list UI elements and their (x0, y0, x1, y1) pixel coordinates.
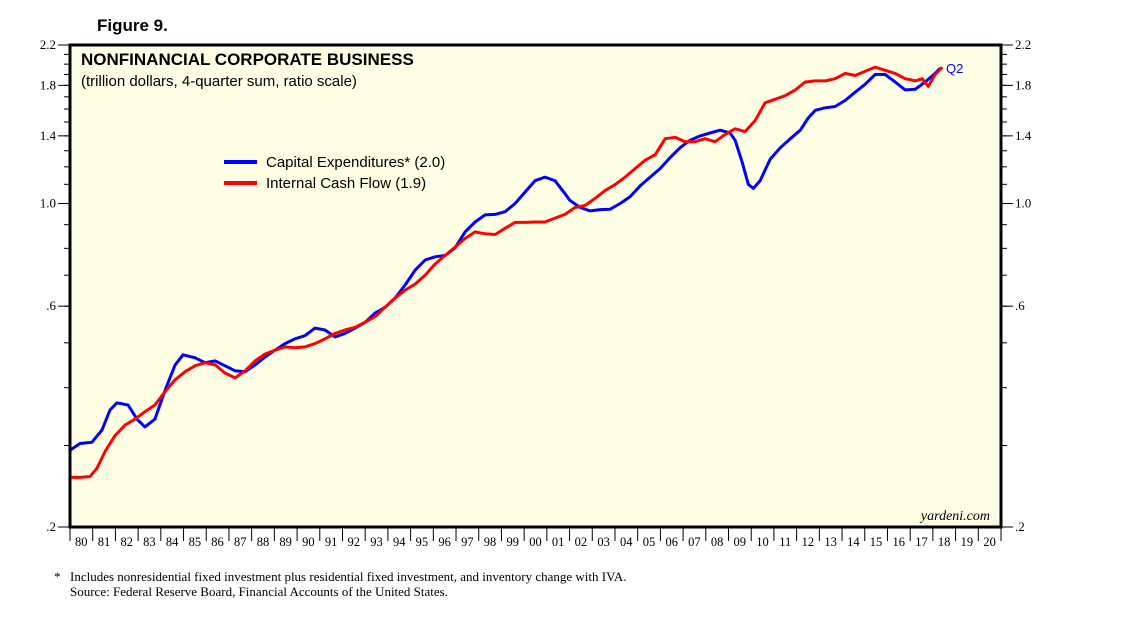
x-tick-label: 03 (597, 535, 610, 549)
y-tick-label-right: 1.4 (1015, 128, 1032, 143)
footnote-source: Source: Federal Reserve Board, Financial… (70, 584, 448, 599)
x-tick-label: 98 (484, 535, 497, 549)
x-tick-label: 89 (279, 535, 292, 549)
x-tick-label: 05 (643, 535, 656, 549)
x-tick-label: 84 (166, 535, 179, 549)
x-tick-label: 14 (847, 535, 860, 549)
footnote-line1: Includes nonresidential fixed investment… (70, 569, 627, 584)
y-tick-label-right: .6 (1015, 298, 1025, 313)
legend-label-capex: Capital Expenditures* (2.0) (266, 154, 445, 171)
plot-background (70, 45, 1001, 527)
x-tick-label: 07 (688, 535, 701, 549)
x-tick-label: 93 (370, 535, 383, 549)
x-tick-label: 82 (120, 535, 133, 549)
series-line-internal-cash-flow (70, 65, 944, 479)
x-tick-label: 81 (98, 535, 111, 549)
watermark: yardeni.com (919, 509, 990, 524)
x-tick-label: 00 (529, 535, 542, 549)
x-tick-label: 86 (211, 535, 224, 549)
x-tick-label: 01 (552, 535, 565, 549)
x-tick-label: 11 (779, 535, 791, 549)
x-tick-label: 85 (189, 535, 202, 549)
x-tick-label: 88 (257, 535, 270, 549)
series-line-capital-expenditures (69, 67, 942, 452)
x-tick-label: 16 (893, 535, 906, 549)
x-tick-label: 91 (325, 535, 338, 549)
x-tick-label: 87 (234, 535, 247, 549)
x-tick-label: 97 (461, 535, 474, 549)
x-tick-label: 99 (506, 535, 519, 549)
x-tick-label: 95 (416, 535, 429, 549)
x-tick-label: 83 (143, 535, 156, 549)
x-tick-label: 80 (75, 535, 88, 549)
x-tick-label: 20 (983, 535, 996, 549)
plot-frame (68, 43, 1003, 529)
y-tick-label-left: .2 (46, 519, 56, 534)
y-tick-label-left: 1.8 (40, 77, 56, 92)
x-tick-label: 12 (802, 535, 815, 549)
x-tick-label: 92 (348, 535, 361, 549)
y-tick-label-right: 2.2 (1015, 37, 1031, 52)
x-tick-label: 09 (734, 535, 747, 549)
y-tick-label-left: 2.2 (40, 37, 56, 52)
x-tick-label: 15 (870, 535, 883, 549)
y-tick-label-left: 1.4 (40, 128, 57, 143)
x-tick-label: 08 (711, 535, 724, 549)
footnote-marker: * (54, 569, 61, 584)
y-tick-label-right: 1.0 (1015, 195, 1031, 210)
x-tick-label: 06 (665, 535, 678, 549)
y-tick-label-right: 1.8 (1015, 77, 1031, 92)
x-tick-label: 18 (938, 535, 951, 549)
x-tick-label: 90 (302, 535, 315, 549)
chart-title: NONFINANCIAL CORPORATE BUSINESS (81, 50, 414, 69)
x-tick-label: 96 (438, 535, 451, 549)
x-tick-label: 13 (824, 535, 837, 549)
x-tick-label: 19 (961, 535, 974, 549)
x-tick-label: 04 (620, 535, 633, 549)
legend: Capital Expenditures* (2.0) Internal Cas… (224, 154, 445, 192)
x-tick-label: 10 (756, 535, 769, 549)
end-annotation-q2: Q2 (946, 61, 963, 76)
y-tick-label-left: 1.0 (40, 195, 56, 210)
y-tick-label-right: .2 (1015, 519, 1025, 534)
x-tick-label: 02 (575, 535, 588, 549)
x-tick-label: 17 (915, 535, 928, 549)
y-tick-label-left: .6 (46, 298, 56, 313)
x-tick-label: 94 (393, 535, 406, 549)
chart-subtitle: (trillion dollars, 4-quarter sum, ratio … (81, 73, 357, 90)
legend-label-cashflow: Internal Cash Flow (1.9) (266, 175, 426, 192)
figure-label: Figure 9. (97, 16, 168, 35)
